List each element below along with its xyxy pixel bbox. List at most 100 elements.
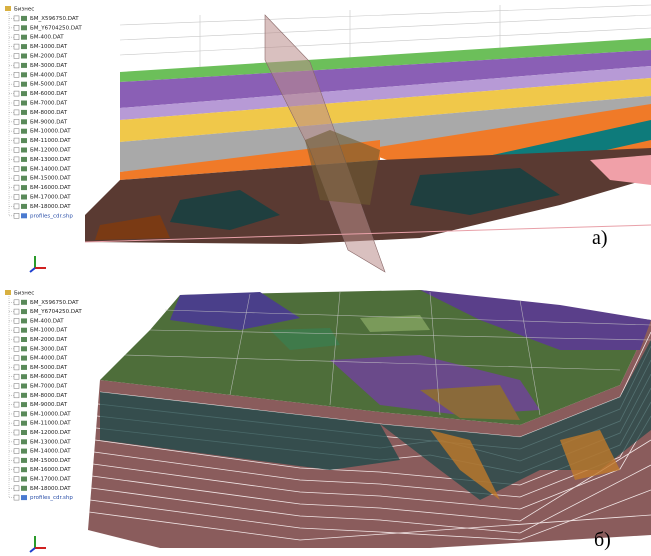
- tree-item: profiles_cdr.shp: [30, 495, 73, 501]
- checkbox: [13, 175, 20, 181]
- tree-item: БМ-16000.DAT: [30, 185, 71, 191]
- tree-item: БМ-9000.DAT: [30, 402, 68, 408]
- tree-item: БМ-3000.DAT: [30, 63, 68, 69]
- checkbox: [13, 203, 20, 210]
- layer-icon: [21, 156, 27, 162]
- tree-item: profiles_cdr.shp: [30, 213, 73, 219]
- grid-line: [124, 354, 621, 371]
- checkbox: [13, 62, 20, 69]
- layer-icon: [21, 203, 27, 209]
- geology-layer: [100, 392, 400, 470]
- layer-icon: [21, 91, 27, 97]
- tree-item: БМ-12000.DAT: [30, 148, 71, 154]
- layer-icon: [21, 383, 27, 389]
- layer-icon: [21, 128, 27, 134]
- layer-icon: [21, 109, 27, 115]
- layer-tree: Бизнес БМ_X596750.DAT БМ_Y6704250.DAT БМ-40…: [5, 290, 82, 501]
- checkbox: [13, 184, 20, 191]
- tree-item: БМ-4000.DAT: [30, 72, 68, 78]
- checkbox: [13, 43, 20, 50]
- tree-item: БМ-11000.DAT: [30, 421, 71, 427]
- layer-icon: [21, 147, 27, 153]
- geology-layer: [360, 315, 430, 332]
- tree-item: БМ_X596750.DAT: [30, 16, 79, 22]
- checkbox: [13, 373, 20, 380]
- checkbox: [13, 457, 20, 464]
- geology-layer: [170, 190, 280, 230]
- panel-label: а): [592, 227, 608, 249]
- checkbox: [13, 420, 20, 426]
- tree-item: БМ-12000.DAT: [30, 430, 71, 436]
- checkbox: [13, 429, 20, 436]
- checkbox: [13, 137, 20, 144]
- geology-layer: [420, 290, 651, 350]
- grid-line: [429, 291, 441, 416]
- layer-icon: [21, 495, 27, 501]
- checkbox: [13, 213, 20, 219]
- layer-icon: [21, 337, 27, 342]
- tree-item: БМ-1000.DAT: [30, 44, 68, 50]
- layer-icon: [21, 411, 27, 417]
- checkbox: [13, 494, 20, 501]
- tree-item: БМ-5000.DAT: [30, 82, 68, 88]
- tree-item: БМ-5000.DAT: [30, 365, 68, 371]
- tree-item: БМ-14000.DAT: [30, 449, 71, 455]
- layer-tree: Бизнес БМ_X596750.DAT БМ_Y6704250.DAT БМ-40…: [5, 6, 82, 219]
- geology-layer: [410, 168, 560, 215]
- checkbox: [13, 327, 20, 333]
- tree-item: БМ-2000.DAT: [30, 337, 68, 343]
- tree-item: БМ-17000.DAT: [30, 477, 71, 483]
- layer-icon: [21, 309, 27, 315]
- checkbox: [13, 485, 20, 492]
- tree-item: БМ-9000.DAT: [30, 119, 68, 125]
- layer-icon: [21, 355, 27, 361]
- layer-icon: [21, 15, 27, 21]
- grid-line: [29, 547, 36, 553]
- checkbox: [13, 346, 20, 352]
- layer-icon: [21, 318, 27, 324]
- tree-item: БМ-2000.DAT: [30, 54, 68, 60]
- view-b: [29, 290, 651, 553]
- checkbox: [13, 109, 20, 116]
- folder-icon: [5, 6, 11, 11]
- layer-icon: [21, 194, 27, 200]
- checkbox: [13, 119, 20, 125]
- geology-layer: [95, 215, 170, 240]
- layer-icon: [21, 299, 27, 305]
- grid-line: [149, 329, 651, 341]
- layer-icon: [21, 402, 27, 408]
- geology-layer: [560, 430, 620, 480]
- tree-root: Бизнес: [14, 7, 34, 13]
- layer-icon: [21, 53, 27, 59]
- grid-line: [29, 267, 36, 273]
- checkbox: [13, 147, 20, 153]
- tree-item: БМ-400.DAT: [30, 318, 64, 324]
- checkbox: [13, 156, 20, 163]
- layer-icon: [21, 392, 27, 398]
- grid-line: [229, 293, 251, 396]
- geology-layer: [120, 50, 651, 108]
- tree-item: БМ-3000.DAT: [30, 346, 68, 352]
- grid-line: [119, 27, 651, 56]
- layer-icon: [21, 364, 27, 370]
- grid-line: [84, 224, 651, 243]
- tree-item: БМ-14000.DAT: [30, 166, 71, 172]
- view-a: [29, 4, 651, 273]
- checkbox: [13, 72, 20, 78]
- checkbox: [13, 336, 20, 343]
- tree-item: БМ-1000.DAT: [30, 328, 68, 334]
- layer-icon: [21, 138, 27, 144]
- checkbox: [13, 448, 20, 454]
- tree-item: БМ-4000.DAT: [30, 356, 68, 362]
- layer-icon: [21, 213, 27, 219]
- tree-item: БМ-18000.DAT: [30, 486, 71, 492]
- geology-layer: [420, 385, 520, 420]
- tree-root: Бизнес: [14, 291, 34, 297]
- checkbox: [13, 166, 20, 172]
- layer-icon: [21, 346, 27, 352]
- layer-trees: Бизнес БМ_X596750.DAT БМ_Y6704250.DAT БМ-40…: [5, 6, 611, 551]
- layer-icon: [21, 185, 27, 191]
- checkbox: [13, 364, 20, 371]
- geology-layer: [430, 430, 500, 500]
